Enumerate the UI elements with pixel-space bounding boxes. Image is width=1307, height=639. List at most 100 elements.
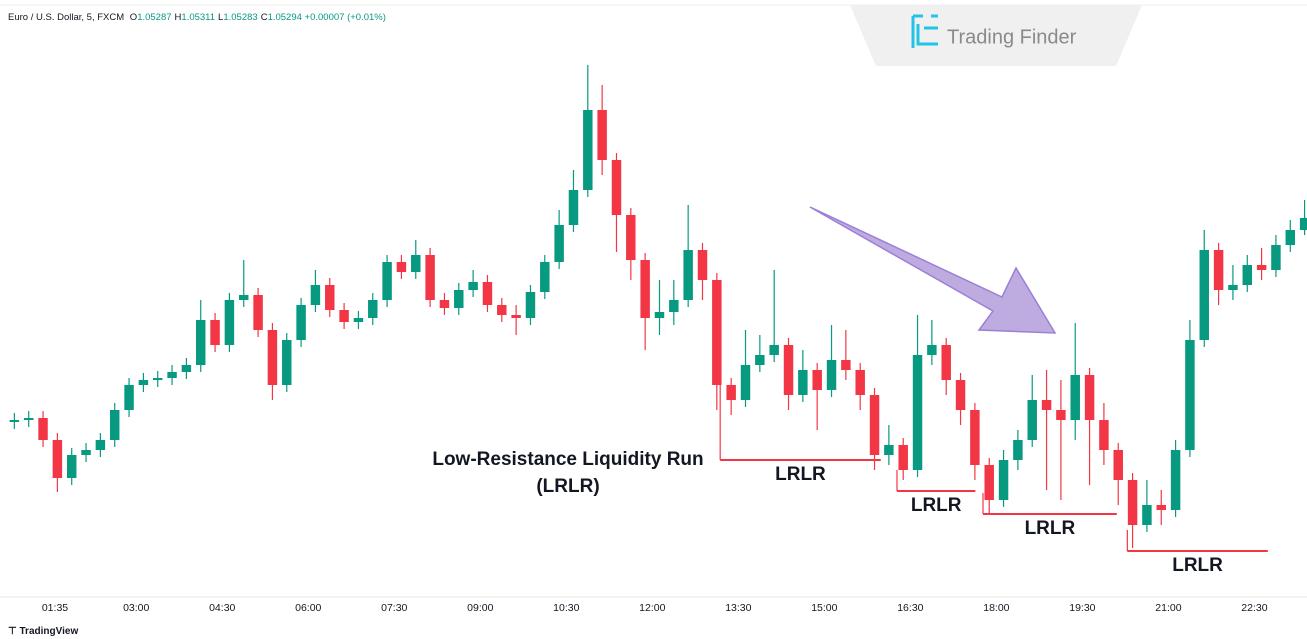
candle-body xyxy=(998,460,1009,500)
footer-text: TradingView xyxy=(19,626,79,637)
brand-text: Trading Finder xyxy=(947,26,1077,48)
candle-body xyxy=(1056,410,1066,420)
x-tick-label: 13:30 xyxy=(725,602,751,614)
candle-body xyxy=(1084,375,1095,420)
candle-body xyxy=(712,280,722,385)
main-annotation: (LRLR) xyxy=(536,476,599,497)
candle-body xyxy=(167,372,177,378)
x-tick-label: 22:30 xyxy=(1241,602,1267,614)
candle-body xyxy=(798,370,808,395)
x-tick-label: 16:30 xyxy=(897,602,923,614)
candle-body xyxy=(425,255,435,300)
brand-bg xyxy=(850,5,1142,66)
candle-body xyxy=(955,380,966,410)
candle-body xyxy=(368,300,378,318)
candle-body xyxy=(812,370,822,390)
candle-body xyxy=(783,345,794,395)
candle-body xyxy=(196,320,206,365)
candle-body xyxy=(23,418,34,420)
candle-body xyxy=(941,345,951,380)
candle-body xyxy=(511,315,521,318)
x-tick-label: 09:00 xyxy=(467,602,493,614)
candle-body xyxy=(970,410,980,465)
candle-body xyxy=(239,295,249,300)
candle-body xyxy=(109,410,120,440)
candle-body xyxy=(282,340,292,385)
candle-body xyxy=(1256,265,1267,270)
ohlc-key: L xyxy=(218,12,224,23)
annotations: Low-Resistance Liquidity Run (LRLR) LRLR… xyxy=(432,385,1268,576)
footer: ⊤ TradingView xyxy=(8,626,79,637)
ohlc-key: C xyxy=(260,12,268,23)
candle-body xyxy=(927,345,937,355)
candle-body xyxy=(310,285,321,305)
candle-body xyxy=(697,250,708,280)
candle-body xyxy=(540,262,550,292)
main-annotation: Low-Resistance Liquidity Run xyxy=(432,449,703,470)
x-tick-label: 18:00 xyxy=(983,602,1009,614)
candle-body xyxy=(669,300,679,312)
candle-body xyxy=(482,282,493,305)
symbol: Euro / U.S. Dollar, 5, FXCM xyxy=(8,12,125,23)
level-label: LRLR xyxy=(1172,555,1223,576)
level-label: LRLR xyxy=(775,464,826,485)
candle-body xyxy=(683,250,693,300)
x-tick-label: 03:00 xyxy=(123,602,149,614)
candle-body xyxy=(1213,250,1224,290)
candle-body xyxy=(1027,400,1037,440)
candle-body xyxy=(95,440,106,450)
candle-body xyxy=(1099,420,1109,450)
ohlc-value: 1.05311 xyxy=(181,12,216,23)
candle-body xyxy=(1285,230,1296,245)
candle-body xyxy=(1041,400,1052,410)
candle-body xyxy=(1228,285,1238,290)
candle-body xyxy=(353,318,364,322)
candle-body xyxy=(884,445,894,455)
ohlc-value: 1.05283 xyxy=(223,12,258,23)
change: +0.00007 (+0.01%) xyxy=(304,12,386,23)
candle-body xyxy=(497,305,507,315)
candle-body xyxy=(1299,218,1307,230)
candle-body xyxy=(1127,480,1138,525)
candle-body xyxy=(740,365,751,400)
candle-body xyxy=(468,282,478,290)
candle-body xyxy=(726,385,736,400)
candle-body xyxy=(855,370,865,395)
candle-body xyxy=(81,450,91,455)
ohlc-key: O xyxy=(129,12,138,23)
x-tick-label: 21:00 xyxy=(1155,602,1181,614)
candle-body xyxy=(1170,450,1181,510)
candle-body xyxy=(382,262,392,300)
candle-body xyxy=(454,290,464,308)
candle-body xyxy=(654,312,665,318)
ohlc-value: 1.05287 xyxy=(137,12,172,23)
ohlc: O1.05287 H1.05311 L1.05283 C1.05294 xyxy=(127,12,302,23)
symbol-header: Euro / U.S. Dollar, 5, FXCM O1.05287 H1.0… xyxy=(8,12,386,23)
candle-body xyxy=(138,380,149,385)
brand-icon xyxy=(911,14,938,48)
candle-body xyxy=(1142,505,1152,525)
candle-body xyxy=(396,262,407,272)
candle-body xyxy=(554,225,564,262)
x-tick-label: 01:35 xyxy=(42,602,68,614)
x-tick-label: 15:00 xyxy=(811,602,837,614)
candle-body xyxy=(640,260,650,318)
arrow xyxy=(809,206,1057,334)
candle-body xyxy=(1013,440,1023,460)
x-tick-label: 10:30 xyxy=(553,602,579,614)
candle-body xyxy=(339,310,349,322)
candle-body xyxy=(626,215,636,260)
candle-body xyxy=(267,330,278,385)
candle-body xyxy=(826,360,837,390)
candle-body xyxy=(124,385,134,410)
candle-body xyxy=(1156,505,1166,510)
candle-body xyxy=(912,355,923,470)
brand-box: Trading Finder xyxy=(850,5,1142,66)
candle-body xyxy=(597,110,607,160)
candle-body xyxy=(1242,265,1252,285)
candle-body xyxy=(296,305,306,340)
candles xyxy=(9,65,1307,548)
candle-body xyxy=(755,355,765,365)
candle-body xyxy=(984,465,994,500)
